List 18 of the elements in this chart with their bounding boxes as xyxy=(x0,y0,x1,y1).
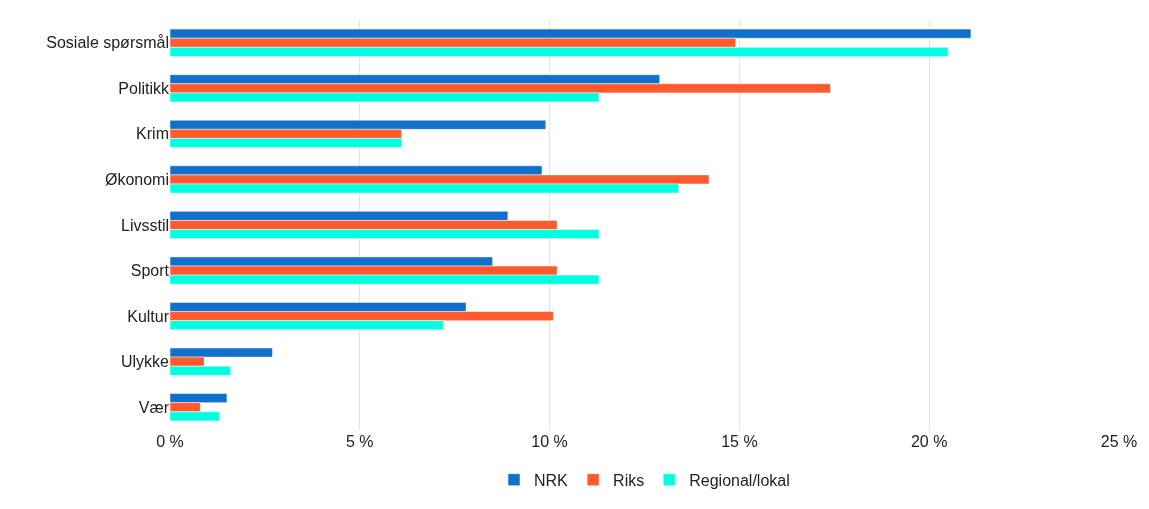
x-tick-label: 15 % xyxy=(721,433,758,450)
y-tick-label: Sosiale spørsmål xyxy=(46,34,169,52)
x-tick-label: 25 % xyxy=(1100,433,1138,450)
legend-label: NRK xyxy=(534,471,569,489)
x-tick-label: 0 % xyxy=(156,433,184,450)
legend-label: Regional/lokal xyxy=(689,471,790,489)
y-tick-label: Krim xyxy=(136,125,169,143)
y-tick-label: Ulykke xyxy=(120,353,170,371)
x-tick-label: 10 % xyxy=(531,433,568,450)
y-tick-label: Sport xyxy=(130,262,170,280)
y-tick-label: Livsstil xyxy=(120,216,169,234)
y-tick-label: Økonomi xyxy=(104,171,169,189)
x-tick-label: 20 % xyxy=(910,433,948,450)
y-tick-label: Politikk xyxy=(118,79,170,97)
x-tick-label: 5 % xyxy=(346,433,374,450)
y-tick-label: Vær xyxy=(138,398,170,416)
y-tick-label: Kultur xyxy=(127,307,170,325)
legend-label: Riks xyxy=(613,471,645,489)
